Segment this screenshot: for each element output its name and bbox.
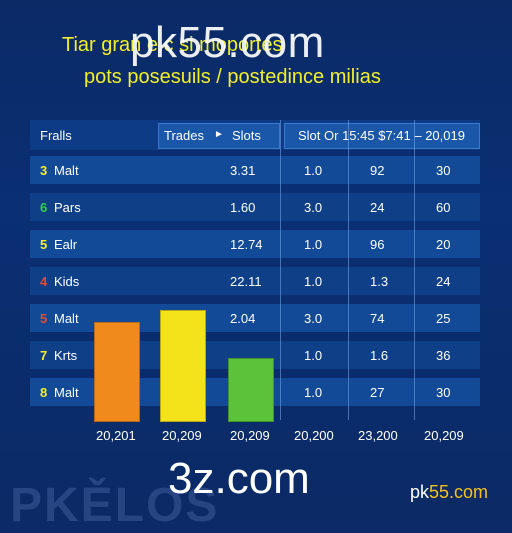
row-col-a: 1.0 <box>304 237 323 252</box>
table-row[interactable]: 5 Ealr 12.74 1.0 96 20 <box>30 230 480 258</box>
row-name: Malt <box>54 385 79 400</box>
row-col-b: 92 <box>370 163 385 178</box>
header-col-trades[interactable]: Trades <box>164 128 204 143</box>
watermark-bottom: 3z.com <box>168 454 310 503</box>
table-row[interactable]: 4 Kids 22.11 1.0 1.3 24 <box>30 267 480 295</box>
row-name: Ealr <box>54 237 78 252</box>
row-rank: 5 <box>40 237 48 252</box>
row-slots: 2.04 <box>230 311 256 326</box>
header-trades-segment[interactable] <box>158 123 280 149</box>
bar-green <box>228 358 274 422</box>
play-arrow-icon[interactable]: ► <box>214 129 224 140</box>
row-col-b: 1.3 <box>370 274 389 289</box>
table-row[interactable]: 3 Malt 3.31 1.0 92 30 <box>30 156 480 184</box>
row-rank: 8 <box>40 385 48 400</box>
row-col-c: 25 <box>436 311 451 326</box>
header-line-2: pots posesuils / postedince milias <box>84 66 381 88</box>
row-col-b: 74 <box>370 311 385 326</box>
bar-yellow <box>160 310 206 422</box>
row-rank: 7 <box>40 348 48 363</box>
x-label: 23,200 <box>358 428 398 443</box>
row-col-b: 96 <box>370 237 385 252</box>
x-label: 20,209 <box>230 428 270 443</box>
header-range-segment <box>284 123 480 149</box>
table-header: Fralls Trades ► Slots Slot Or 15:45 $7:4… <box>30 120 480 150</box>
bar-orange <box>94 322 140 422</box>
row-col-b: 1.6 <box>370 348 389 363</box>
row-slots: 12.74 <box>230 237 263 252</box>
column-divider <box>280 120 281 420</box>
row-name: Krts <box>54 348 78 363</box>
column-divider <box>348 120 349 420</box>
table-row[interactable]: 6 Pars 1.60 3.0 24 60 <box>30 193 480 221</box>
watermark-right-suffix: 55.com <box>429 482 489 502</box>
row-col-a: 3.0 <box>304 200 323 215</box>
row-col-a: 3.0 <box>304 311 323 326</box>
header-col-range: Slot Or 15:45 $7:41 – 20,019 <box>298 128 465 143</box>
row-col-c: 36 <box>436 348 451 363</box>
watermark-top: pk55.com <box>130 18 325 67</box>
row-col-b: 24 <box>370 200 385 215</box>
row-col-c: 30 <box>436 385 451 400</box>
row-col-a: 1.0 <box>304 274 323 289</box>
row-col-c: 60 <box>436 200 451 215</box>
x-label: 20,209 <box>162 428 202 443</box>
row-col-c: 24 <box>436 274 451 289</box>
row-slots: 22.11 <box>230 274 262 289</box>
x-label: 20,200 <box>294 428 334 443</box>
row-rank: 3 <box>40 163 48 178</box>
watermark-right-prefix: pk <box>410 482 430 502</box>
x-label: 20,201 <box>96 428 136 443</box>
column-divider <box>414 120 415 420</box>
row-name: Malt <box>54 311 79 326</box>
row-rank: 5 <box>40 311 48 326</box>
row-rank: 6 <box>40 200 48 215</box>
row-name: Kids <box>54 274 80 289</box>
watermark-bottom-right: pk55.com <box>410 482 488 503</box>
x-label: 20,209 <box>424 428 464 443</box>
row-rank: 4 <box>40 274 48 289</box>
row-col-c: 20 <box>436 237 451 252</box>
header-line-1: Tiar gran e.c si moportes <box>62 34 283 56</box>
row-col-c: 30 <box>436 163 451 178</box>
row-col-a: 1.0 <box>304 163 323 178</box>
row-col-a: 1.0 <box>304 348 323 363</box>
row-col-b: 27 <box>370 385 385 400</box>
header-col-slots[interactable]: Slots <box>232 128 261 143</box>
row-name: Malt <box>54 163 79 178</box>
row-col-a: 1.0 <box>304 385 323 400</box>
row-slots: 1.60 <box>230 200 256 215</box>
row-name: Pars <box>54 200 81 215</box>
row-slots: 3.31 <box>230 163 256 178</box>
header-col-fralls: Fralls <box>40 128 72 143</box>
